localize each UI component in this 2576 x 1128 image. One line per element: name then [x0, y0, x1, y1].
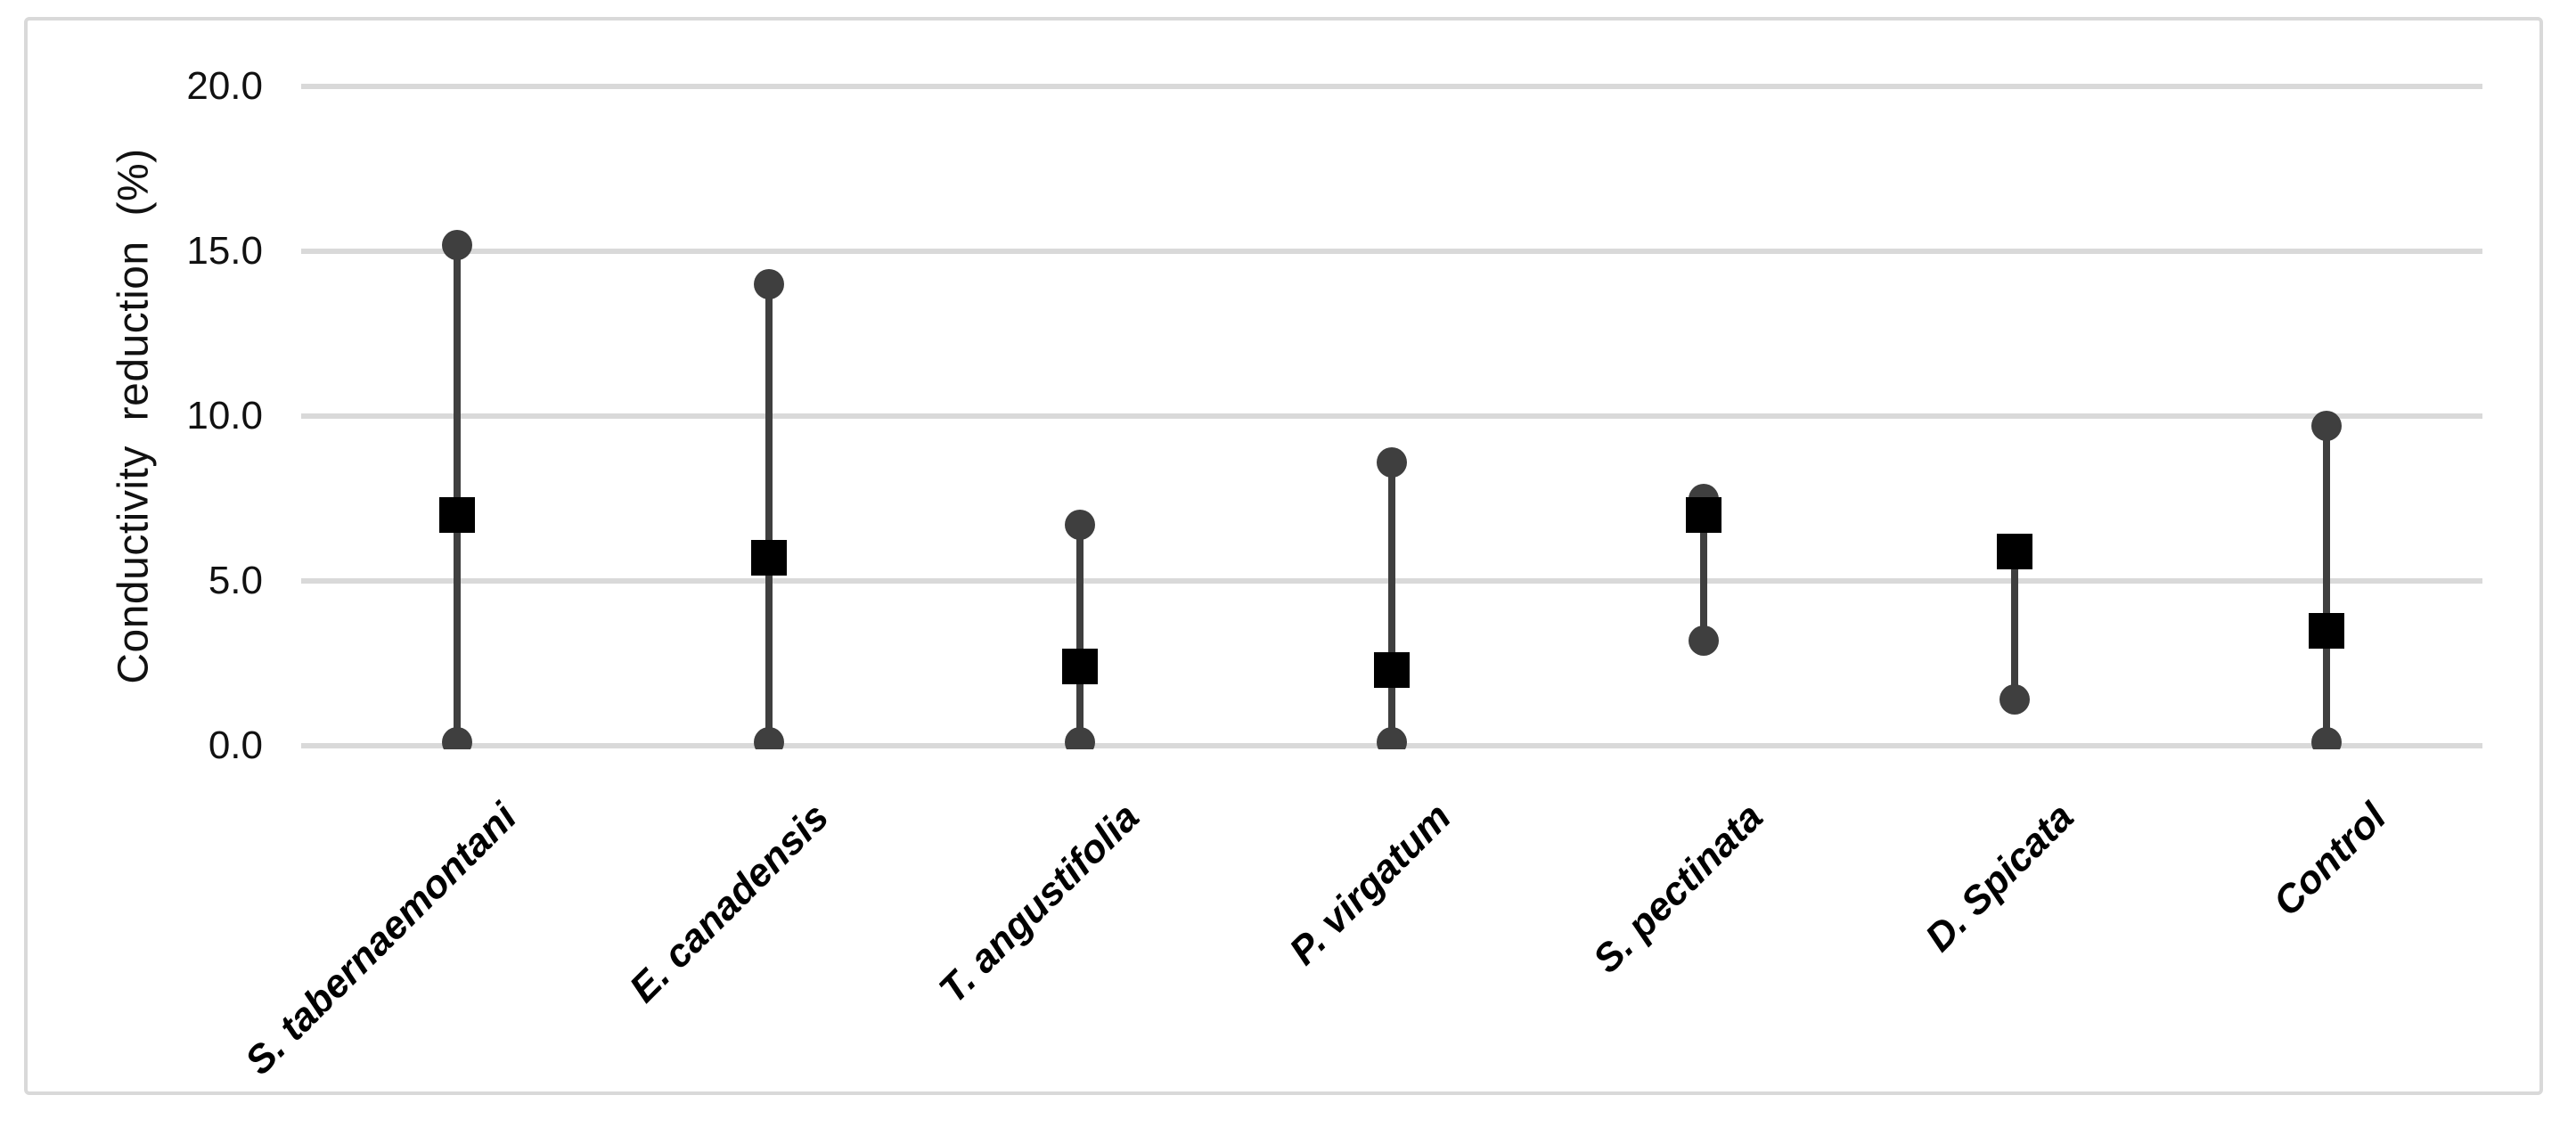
hilo-line: [454, 244, 461, 743]
close-marker-square: [1062, 649, 1098, 685]
y-tick-label: 5.0: [208, 559, 263, 602]
low-marker-dot: [1377, 727, 1407, 749]
high-marker-dot: [2311, 411, 2342, 442]
gridline: [301, 249, 2482, 254]
y-tick-label: 15.0: [186, 229, 263, 273]
close-marker-square: [751, 540, 787, 576]
hilo-line: [765, 284, 773, 743]
low-marker-dot: [1999, 684, 2030, 715]
low-marker-dot: [1065, 727, 1095, 749]
high-marker-dot: [1065, 510, 1095, 541]
y-tick-label: 0.0: [208, 723, 263, 767]
high-marker-dot: [754, 269, 784, 299]
close-marker-square: [1686, 497, 1721, 533]
close-marker-square: [2309, 612, 2344, 649]
close-marker-square: [1997, 533, 2032, 569]
low-marker-dot: [754, 727, 784, 749]
gridline: [301, 84, 2482, 89]
hilo-line: [2011, 554, 2018, 700]
high-marker-dot: [442, 229, 472, 260]
y-tick-label: 20.0: [186, 64, 263, 108]
hilo-line: [1076, 525, 1084, 743]
low-marker-dot: [1689, 625, 1719, 656]
y-tick-label: 10.0: [186, 394, 263, 437]
gridline: [301, 413, 2482, 419]
hilo-line: [2323, 426, 2330, 743]
plot-area: [301, 84, 2482, 749]
low-marker-dot: [442, 727, 472, 749]
high-marker-dot: [1377, 446, 1407, 478]
hilo-line: [1388, 462, 1395, 743]
close-marker-square: [439, 497, 475, 533]
chart-border: [24, 17, 2543, 1095]
hilo-line: [1700, 498, 1707, 641]
low-marker-dot: [2311, 727, 2342, 749]
close-marker-square: [1374, 651, 1410, 688]
